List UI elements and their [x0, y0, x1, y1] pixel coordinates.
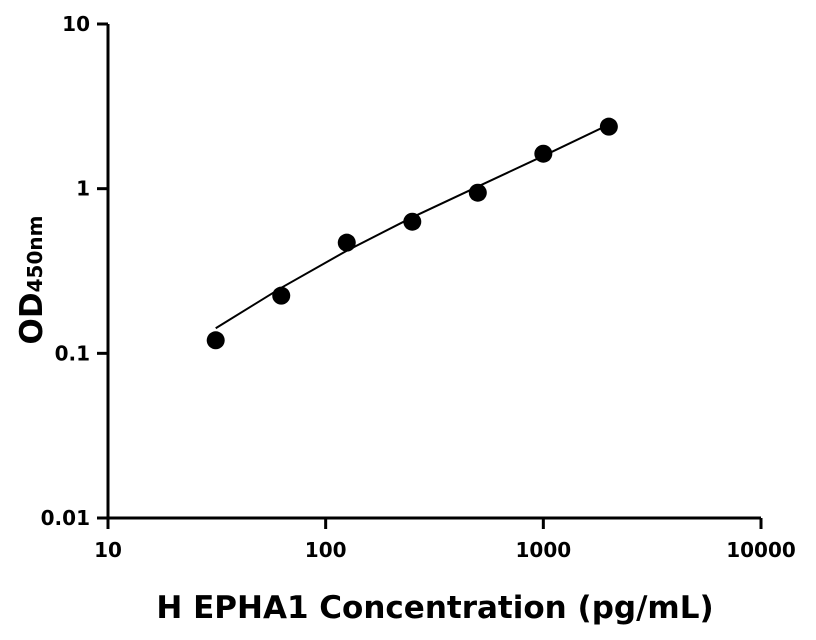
- x-tick-label: 10000: [726, 538, 796, 562]
- y-axis-label-sub: 450nm: [23, 216, 47, 293]
- y-tick-label: 0.1: [55, 341, 90, 365]
- y-tick-label: 1: [76, 177, 90, 201]
- data-point: [337, 233, 356, 252]
- x-tick-label: 10: [94, 538, 122, 562]
- x-tick-label: 1000: [515, 538, 571, 562]
- y-axis-label: OD450nm: [14, 216, 50, 345]
- y-axis-label-main: OD: [14, 292, 50, 344]
- x-tick-label: 100: [305, 538, 347, 562]
- fit-curve: [215, 123, 610, 330]
- data-point: [206, 331, 225, 350]
- data-point: [599, 117, 618, 136]
- data-point: [403, 212, 422, 231]
- data-point: [272, 286, 291, 305]
- x-axis-label: H EPHA1 Concentration (pg/mL): [156, 590, 713, 626]
- y-tick-label: 10: [62, 12, 90, 36]
- y-tick-label: 0.01: [41, 506, 90, 530]
